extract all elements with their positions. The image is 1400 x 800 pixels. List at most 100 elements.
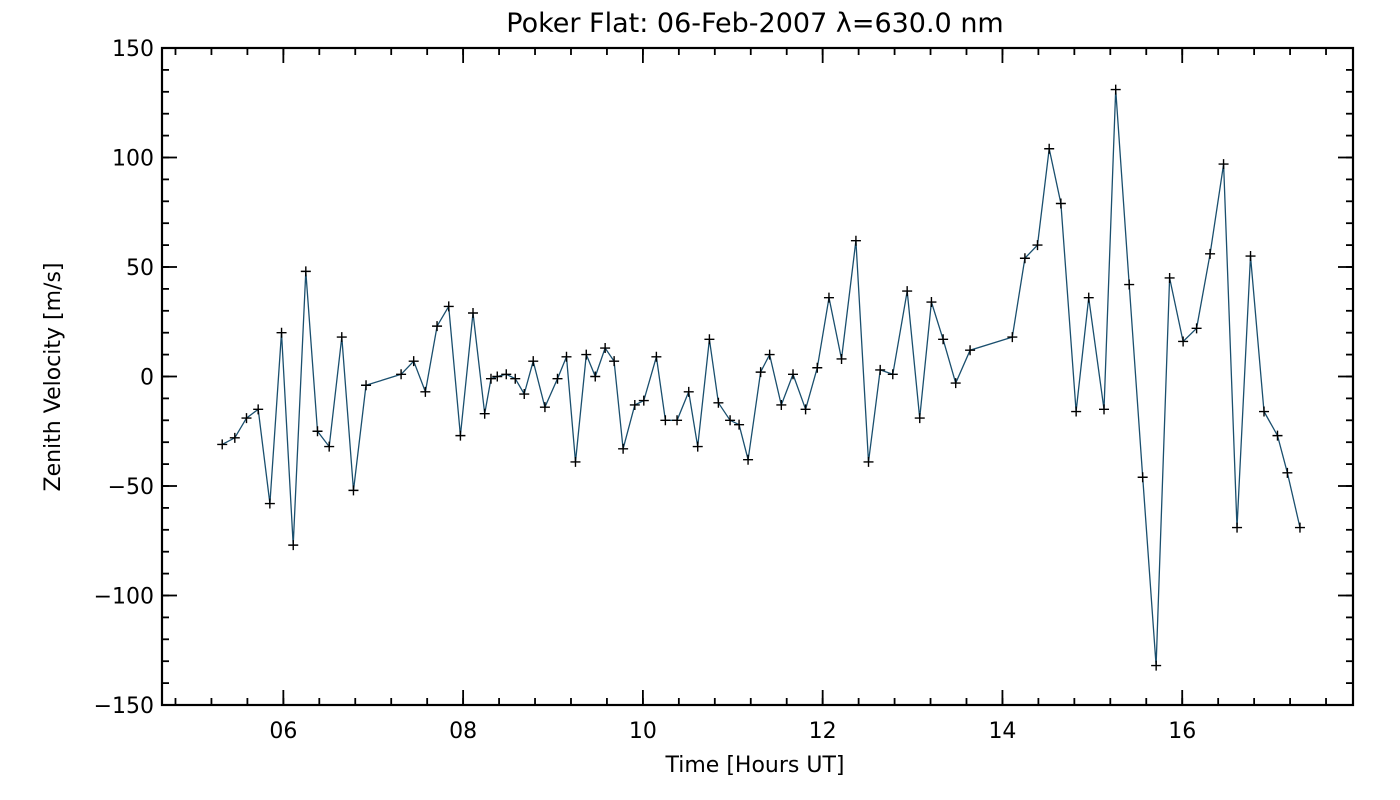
data-point bbox=[539, 402, 550, 413]
data-point bbox=[638, 395, 649, 406]
data-point bbox=[887, 369, 898, 380]
data-point bbox=[743, 454, 754, 465]
x-tick-label: 14 bbox=[988, 719, 1016, 744]
data-point bbox=[420, 386, 431, 397]
data-point bbox=[875, 364, 886, 375]
data-point bbox=[683, 386, 694, 397]
data-point bbox=[600, 343, 611, 354]
data-point bbox=[276, 327, 287, 338]
y-tick-label: −150 bbox=[94, 694, 154, 719]
y-tick-label: 100 bbox=[112, 147, 154, 172]
series-line bbox=[221, 89, 1301, 666]
data-point bbox=[713, 397, 724, 408]
y-tick-label: 0 bbox=[140, 366, 154, 391]
data-point bbox=[788, 369, 799, 380]
data-point bbox=[965, 345, 976, 356]
data-point bbox=[1259, 406, 1270, 417]
data-point bbox=[1164, 272, 1175, 283]
data-point bbox=[1110, 84, 1121, 95]
data-point bbox=[300, 266, 311, 277]
data-point bbox=[217, 439, 228, 450]
data-point bbox=[1294, 522, 1305, 533]
data-point bbox=[938, 334, 949, 345]
data-point bbox=[950, 378, 961, 389]
data-series bbox=[217, 84, 1305, 671]
y-tick-label: 150 bbox=[112, 37, 154, 62]
data-point bbox=[590, 371, 601, 382]
data-point bbox=[361, 380, 372, 391]
data-point bbox=[823, 292, 834, 303]
y-tick-label: 50 bbox=[126, 256, 154, 281]
data-point bbox=[336, 332, 347, 343]
data-point bbox=[1099, 404, 1110, 415]
data-point bbox=[850, 235, 861, 246]
data-point bbox=[396, 369, 407, 380]
data-point bbox=[312, 426, 323, 437]
x-tick-label: 12 bbox=[809, 719, 837, 744]
data-point bbox=[651, 351, 662, 362]
data-point bbox=[1151, 660, 1162, 671]
data-point bbox=[1044, 143, 1055, 154]
data-point bbox=[914, 413, 925, 424]
data-point bbox=[519, 389, 530, 400]
data-point bbox=[755, 367, 766, 378]
data-point bbox=[836, 353, 847, 364]
data-point bbox=[776, 399, 787, 410]
data-point bbox=[618, 443, 629, 454]
x-tick-label: 08 bbox=[449, 719, 477, 744]
data-point bbox=[1191, 323, 1202, 334]
x-tick-label: 10 bbox=[629, 719, 657, 744]
data-point bbox=[528, 356, 539, 367]
data-point bbox=[609, 356, 620, 367]
data-point bbox=[734, 419, 745, 430]
y-axis-label: Zenith Velocity [m/s] bbox=[41, 263, 66, 492]
data-point bbox=[1007, 332, 1018, 343]
data-point bbox=[800, 404, 811, 415]
data-point bbox=[455, 430, 466, 441]
data-point bbox=[479, 408, 490, 419]
data-point bbox=[704, 334, 715, 345]
data-point bbox=[241, 413, 252, 424]
data-point bbox=[510, 373, 521, 384]
data-point bbox=[1055, 198, 1066, 209]
data-point bbox=[443, 301, 454, 312]
data-point bbox=[1272, 430, 1283, 441]
data-point bbox=[692, 441, 703, 452]
data-point bbox=[408, 356, 419, 367]
data-point bbox=[552, 373, 563, 384]
data-point bbox=[492, 371, 503, 382]
data-point bbox=[348, 485, 359, 496]
data-point bbox=[324, 441, 335, 452]
data-point bbox=[581, 349, 592, 360]
data-point bbox=[1019, 253, 1030, 264]
data-point bbox=[432, 321, 443, 332]
data-point bbox=[672, 415, 683, 426]
data-point bbox=[1282, 467, 1293, 478]
data-point bbox=[1032, 240, 1043, 251]
data-point bbox=[288, 540, 299, 551]
data-point bbox=[902, 286, 913, 297]
plot-frame bbox=[160, 46, 1355, 707]
data-point bbox=[863, 456, 874, 467]
data-point bbox=[561, 351, 572, 362]
chart-title: Poker Flat: 06-Feb-2007 λ=630.0 nm bbox=[506, 8, 1003, 39]
data-point bbox=[501, 369, 512, 380]
data-point bbox=[485, 373, 496, 384]
data-point bbox=[1124, 279, 1135, 290]
plot-axes: 06 08 10 12 14 16 −150 −100 −50 0 50 100 150 bbox=[94, 37, 1355, 744]
data-point bbox=[1137, 472, 1148, 483]
y-tick-label: −50 bbox=[108, 475, 154, 500]
x-tick-label: 06 bbox=[269, 719, 297, 744]
data-point bbox=[764, 349, 775, 360]
data-point bbox=[1218, 159, 1229, 170]
data-point bbox=[468, 307, 479, 318]
data-point bbox=[570, 456, 581, 467]
data-point bbox=[264, 498, 275, 509]
x-tick-label: 16 bbox=[1168, 719, 1196, 744]
data-point bbox=[660, 415, 671, 426]
data-point bbox=[229, 432, 240, 443]
data-point bbox=[1178, 336, 1189, 347]
data-point bbox=[926, 297, 937, 308]
data-point bbox=[1232, 522, 1243, 533]
